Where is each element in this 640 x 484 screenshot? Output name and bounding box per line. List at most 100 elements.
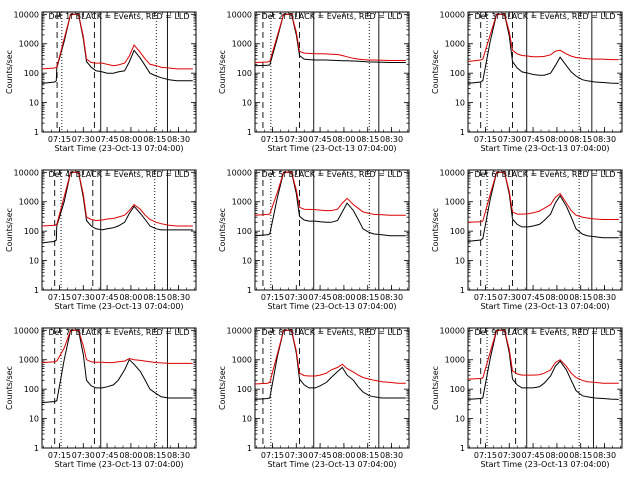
y-tick-label: 1 xyxy=(247,444,252,453)
chart-panel-3: 10000 1000 100 10 1 07:15 07:30 07:45 08:00 08:15… xyxy=(431,10,623,153)
y-tick-label: 1000 xyxy=(445,356,465,365)
y-tick-label: 10000 xyxy=(440,326,465,335)
series-line-lld xyxy=(42,329,193,364)
series-line-lld xyxy=(468,13,619,62)
x-tick-label: 07:15 xyxy=(48,135,71,144)
y-tick-label: 1 xyxy=(247,128,252,137)
plot-frame xyxy=(41,327,197,449)
y-tick-label: 1000 xyxy=(232,40,252,49)
x-tick-label: 07:30 xyxy=(498,451,521,460)
series-line-events xyxy=(468,13,619,84)
series-line-events xyxy=(42,171,193,244)
y-axis-label: Counts/sec xyxy=(431,366,440,410)
series-line-lld xyxy=(468,329,619,384)
y-axis-label: Counts/sec xyxy=(218,208,227,252)
y-tick-label: 1 xyxy=(34,286,39,295)
x-tick-label: 07:45 xyxy=(309,135,332,144)
x-tick-label: 08:15 xyxy=(569,293,592,302)
y-tick-label: 10 xyxy=(29,99,39,108)
x-tick-label: 07:30 xyxy=(72,293,95,302)
y-axis-label: Counts/sec xyxy=(431,50,440,94)
x-tick-label: 07:45 xyxy=(96,293,119,302)
y-tick-label: 10000 xyxy=(14,168,39,177)
x-tick-label: 08:30 xyxy=(593,293,616,302)
x-axis-label: Start Time (23-Oct-13 07:04:00) xyxy=(54,302,183,311)
x-axis-label: Start Time (23-Oct-13 07:04:00) xyxy=(267,460,396,469)
series-line-events xyxy=(42,329,193,404)
plot-frame xyxy=(254,11,410,133)
x-tick-label: 08:00 xyxy=(332,293,355,302)
y-tick-label: 100 xyxy=(24,227,39,236)
y-tick-label: 10 xyxy=(29,257,39,266)
x-axis-label: Start Time (23-Oct-13 07:04:00) xyxy=(480,302,609,311)
x-tick-label: 08:15 xyxy=(569,451,592,460)
x-axis-label: Start Time (23-Oct-13 07:04:00) xyxy=(54,144,183,153)
x-tick-label: 07:30 xyxy=(285,293,308,302)
y-tick-label: 1 xyxy=(247,286,252,295)
x-tick-label: 07:15 xyxy=(48,451,71,460)
plot-frame xyxy=(254,169,410,291)
y-tick-label: 10 xyxy=(242,99,252,108)
x-tick-label: 07:15 xyxy=(261,293,284,302)
series-line-events xyxy=(255,171,406,237)
series-line-events xyxy=(255,329,406,400)
y-tick-label: 100 xyxy=(450,385,465,394)
y-tick-label: 1 xyxy=(460,286,465,295)
plot-frame xyxy=(467,327,623,449)
y-tick-label: 1 xyxy=(34,128,39,137)
x-axis-label: Start Time (23-Oct-13 07:04:00) xyxy=(480,460,609,469)
x-tick-label: 07:45 xyxy=(522,135,545,144)
x-tick-label: 07:30 xyxy=(285,135,308,144)
x-tick-label: 07:45 xyxy=(96,451,119,460)
y-tick-label: 1000 xyxy=(19,40,39,49)
x-tick-label: 07:45 xyxy=(309,293,332,302)
x-tick-label: 07:45 xyxy=(522,451,545,460)
x-tick-label: 08:00 xyxy=(332,135,355,144)
series-line-lld xyxy=(42,13,193,70)
chart-panel-7: 10000 1000 100 10 1 07:15 07:30 07:45 08:00 08:15… xyxy=(5,326,197,469)
x-tick-label: 08:30 xyxy=(380,293,403,302)
y-tick-label: 1 xyxy=(460,128,465,137)
series-line-events xyxy=(255,13,406,67)
plot-frame xyxy=(41,169,197,291)
y-tick-label: 1000 xyxy=(232,198,252,207)
chart-panel-9: 10000 1000 100 10 1 07:15 07:30 07:45 08:00 08:15… xyxy=(431,326,623,469)
y-tick-label: 10000 xyxy=(227,10,252,19)
x-tick-label: 08:00 xyxy=(119,293,142,302)
x-tick-label: 07:45 xyxy=(309,451,332,460)
x-tick-label: 08:30 xyxy=(593,135,616,144)
plot-frame xyxy=(41,11,197,133)
x-tick-label: 07:45 xyxy=(96,135,119,144)
x-tick-label: 08:15 xyxy=(356,293,379,302)
chart-panel-8: 10000 1000 100 10 1 07:15 07:30 07:45 08:00 08:15… xyxy=(218,326,410,469)
x-axis-label: Start Time (23-Oct-13 07:04:00) xyxy=(267,302,396,311)
y-tick-label: 10000 xyxy=(440,168,465,177)
y-tick-label: 1000 xyxy=(445,40,465,49)
x-tick-label: 07:15 xyxy=(474,293,497,302)
y-axis-label: Counts/sec xyxy=(5,50,14,94)
y-axis-label: Counts/sec xyxy=(431,208,440,252)
x-tick-label: 07:45 xyxy=(522,293,545,302)
panel-title: Det 4f BLACK = Events, RED = LLD xyxy=(48,170,189,179)
y-tick-label: 10000 xyxy=(14,10,39,19)
x-tick-label: 08:30 xyxy=(380,135,403,144)
panel-title: Det 6f BLACK = Events, RED = LLD xyxy=(474,170,615,179)
y-tick-label: 10 xyxy=(455,257,465,266)
chart-panel-4: 10000 1000 100 10 1 07:15 07:30 07:45 08:00 08:15… xyxy=(5,168,197,311)
series-line-events xyxy=(42,13,193,84)
y-tick-label: 1000 xyxy=(445,198,465,207)
panel-title: Det 5f BLACK = Events, RED = LLD xyxy=(261,170,402,179)
y-tick-label: 100 xyxy=(24,69,39,78)
y-tick-label: 100 xyxy=(237,69,252,78)
x-tick-label: 08:15 xyxy=(143,135,166,144)
y-tick-label: 10000 xyxy=(227,326,252,335)
y-tick-label: 10 xyxy=(455,99,465,108)
series-line-lld xyxy=(255,329,406,385)
plot-frame xyxy=(467,169,623,291)
y-axis-label: Counts/sec xyxy=(5,366,14,410)
chart-panel-6: 10000 1000 100 10 1 07:15 07:30 07:45 08:00 08:15… xyxy=(431,168,623,311)
x-tick-label: 07:15 xyxy=(474,135,497,144)
y-tick-label: 100 xyxy=(450,227,465,236)
y-tick-label: 10000 xyxy=(440,10,465,19)
